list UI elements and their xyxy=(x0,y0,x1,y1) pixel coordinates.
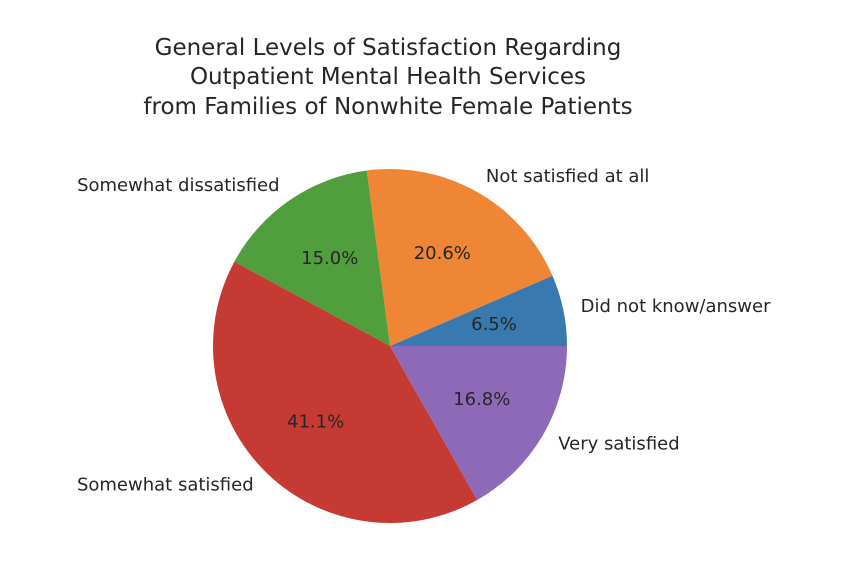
pie-slice-did-not-know-answer xyxy=(390,275,567,346)
pie-slice-somewhat-dissatisfied xyxy=(234,170,390,346)
chart-title: General Levels of Satisfaction Regarding… xyxy=(143,35,632,120)
chart-title-line-3: from Families of Nonwhite Female Patient… xyxy=(143,94,632,120)
pie-slice-label: Somewhat satisfied xyxy=(77,474,254,495)
pie-slice-labels: Did not know/answer Not satisfied at all S… xyxy=(77,166,771,495)
pie-slice-very-satisfied xyxy=(390,346,567,501)
pie-percent-label: 15.0% xyxy=(301,248,358,269)
pie-slice-label: Very satisfied xyxy=(558,434,679,455)
pie-slice-not-satisfied-at-all xyxy=(366,168,553,346)
pie-percent-label: 41.1% xyxy=(287,411,344,432)
pie-percent-label: 20.6% xyxy=(414,243,471,264)
chart-title-line-1: General Levels of Satisfaction Regarding xyxy=(155,35,622,61)
pie-slice-label: Not satisfied at all xyxy=(486,166,650,187)
pie-slice-somewhat-satisfied xyxy=(212,261,478,523)
chart-title-line-2: Outpatient Mental Health Services xyxy=(190,64,586,90)
pie-percent-label: 6.5% xyxy=(471,314,517,335)
pie-slice-label: Did not know/answer xyxy=(581,296,771,317)
pie-percent-label: 16.8% xyxy=(453,389,510,410)
pie-percent-labels: 6.5% 20.6% 15.0% 41.1% 16.8% xyxy=(287,243,517,432)
pie-slice-label: Somewhat dissatisfied xyxy=(77,175,279,196)
pie-slices xyxy=(212,168,567,523)
